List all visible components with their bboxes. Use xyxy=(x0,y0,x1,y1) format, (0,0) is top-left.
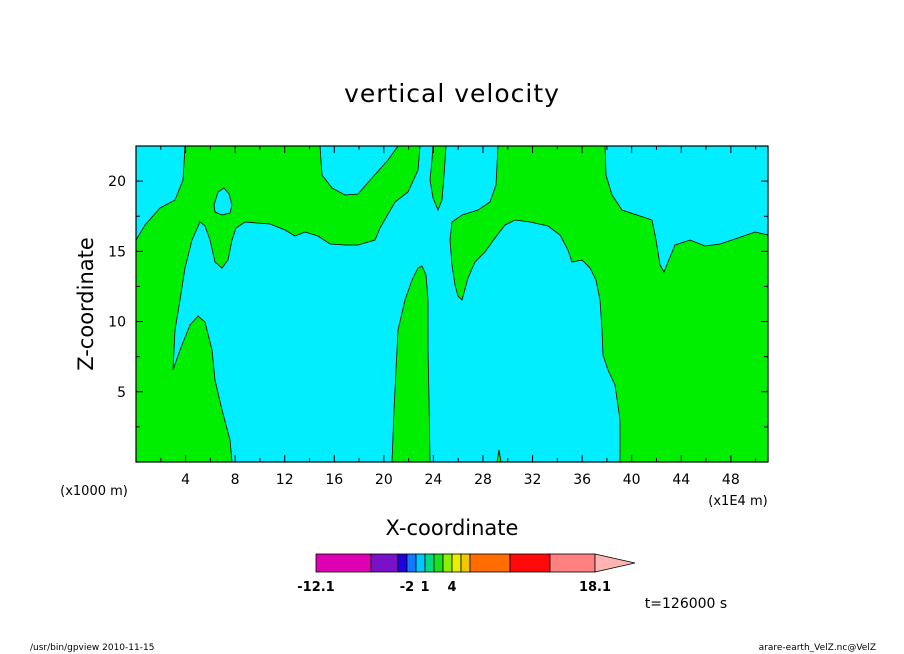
colorbar-segment xyxy=(549,553,596,573)
x-tick-label: 16 xyxy=(325,472,343,488)
y-axis-label: Z-coordinate xyxy=(74,237,98,371)
colorbar-segment xyxy=(460,553,471,573)
colorbar-segment xyxy=(406,553,417,573)
chart-title: vertical velocity xyxy=(344,79,560,108)
contour-region-left xyxy=(136,146,421,462)
colorbar-segment xyxy=(442,553,453,573)
x-tick-label: 36 xyxy=(573,472,591,488)
x-tick-label: 24 xyxy=(424,472,442,488)
colorbar-segment xyxy=(433,553,444,573)
contour-region-middle xyxy=(391,265,431,462)
colorbar-label: -12.1 xyxy=(297,580,334,595)
colorbar-segment xyxy=(397,553,408,573)
x-tick-label: 48 xyxy=(722,472,740,488)
colorbar-segment xyxy=(469,553,511,573)
x-tick-label: 20 xyxy=(375,472,393,488)
y-axis-unit: (x1000 m) xyxy=(60,484,128,499)
time-label: t=126000 s xyxy=(645,596,727,612)
x-axis-ticks: 4 8 12 16 20 24 28 32 36 40 44 48 xyxy=(160,146,757,488)
colorbar-labels: -12.1 -2 1 4 18.1 xyxy=(297,580,611,595)
plot-area xyxy=(135,145,769,463)
colorbar-label: -2 xyxy=(400,580,414,595)
colorbar-segment xyxy=(315,553,372,573)
colorbar-segment xyxy=(424,553,435,573)
colorbar-arrow xyxy=(594,553,636,573)
colorbar-label: 4 xyxy=(447,580,456,595)
x-tick-label: 32 xyxy=(524,472,542,488)
colorbar-segment xyxy=(370,553,399,573)
x-tick-label: 28 xyxy=(474,472,492,488)
x-tick-label: 40 xyxy=(623,472,641,488)
plot-frame xyxy=(135,145,769,463)
x-axis-unit: (x1E4 m) xyxy=(708,494,767,509)
x-tick-label: 4 xyxy=(181,472,190,488)
colorbar-segment xyxy=(509,553,551,573)
colorbar-segment xyxy=(415,553,426,573)
contour-island xyxy=(213,187,233,216)
y-tick-label: 20 xyxy=(108,174,126,190)
contour-region-right xyxy=(449,146,768,462)
y-tick-label: 15 xyxy=(108,244,126,260)
x-axis-label: X-coordinate xyxy=(386,516,519,540)
y-tick-label: 10 xyxy=(108,315,126,331)
y-tick-label: 5 xyxy=(117,385,126,401)
contour-region-tiny xyxy=(496,449,502,462)
colorbar-label: 18.1 xyxy=(579,580,611,595)
contour-region-sliver xyxy=(429,146,447,212)
colorbar-label: 1 xyxy=(420,580,429,595)
x-tick-label: 12 xyxy=(276,472,294,488)
x-tick-label: 8 xyxy=(231,472,240,488)
positive-regions xyxy=(136,146,768,462)
y-axis-ticks: 5 10 15 20 xyxy=(108,174,768,428)
footer-left: /usr/bin/gpview 2010-11-15 xyxy=(30,643,154,653)
footer-right: arare-earth_VelZ.nc@VelZ xyxy=(759,643,876,653)
x-tick-label: 44 xyxy=(672,472,690,488)
colorbar xyxy=(315,553,636,573)
colorbar-segment xyxy=(451,553,462,573)
